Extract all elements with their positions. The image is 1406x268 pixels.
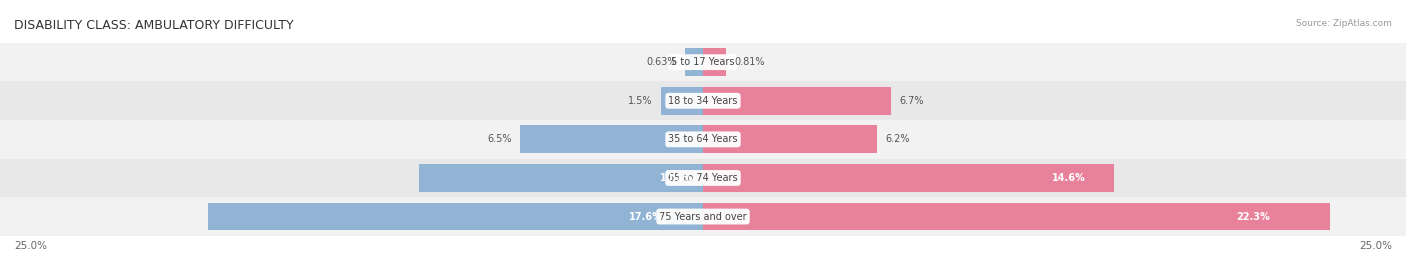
Bar	[0, 197, 1406, 236]
Bar	[0, 120, 1406, 159]
Text: 14.6%: 14.6%	[1052, 173, 1085, 183]
Text: 17.6%: 17.6%	[628, 211, 662, 222]
Text: 25.0%: 25.0%	[14, 241, 46, 251]
Text: 6.2%: 6.2%	[886, 134, 910, 144]
Text: 1.5%: 1.5%	[628, 96, 652, 106]
Text: DISABILITY CLASS: AMBULATORY DIFFICULTY: DISABILITY CLASS: AMBULATORY DIFFICULTY	[14, 19, 294, 32]
Bar	[419, 164, 703, 192]
Bar	[661, 87, 703, 115]
Text: Source: ZipAtlas.com: Source: ZipAtlas.com	[1296, 19, 1392, 28]
Text: 6.7%: 6.7%	[900, 96, 924, 106]
Bar	[685, 48, 703, 76]
Bar	[520, 125, 703, 153]
Text: 6.5%: 6.5%	[488, 134, 512, 144]
Text: 25.0%: 25.0%	[1360, 241, 1392, 251]
Text: 35 to 64 Years: 35 to 64 Years	[668, 134, 738, 144]
Text: 0.81%: 0.81%	[734, 57, 765, 67]
Text: 75 Years and over: 75 Years and over	[659, 211, 747, 222]
Text: 10.1%: 10.1%	[661, 173, 695, 183]
Text: 5 to 17 Years: 5 to 17 Years	[671, 57, 735, 67]
Bar	[208, 203, 703, 230]
Bar	[703, 125, 877, 153]
Bar	[703, 48, 725, 76]
Bar	[0, 81, 1406, 120]
Bar	[0, 43, 1406, 81]
Bar	[0, 159, 1406, 197]
Bar	[703, 203, 1330, 230]
Text: 22.3%: 22.3%	[1236, 211, 1270, 222]
Text: 0.63%: 0.63%	[647, 57, 676, 67]
Text: 65 to 74 Years: 65 to 74 Years	[668, 173, 738, 183]
Bar	[703, 87, 891, 115]
Text: 18 to 34 Years: 18 to 34 Years	[668, 96, 738, 106]
Legend: Male, Female: Male, Female	[650, 266, 756, 268]
Bar	[703, 164, 1114, 192]
